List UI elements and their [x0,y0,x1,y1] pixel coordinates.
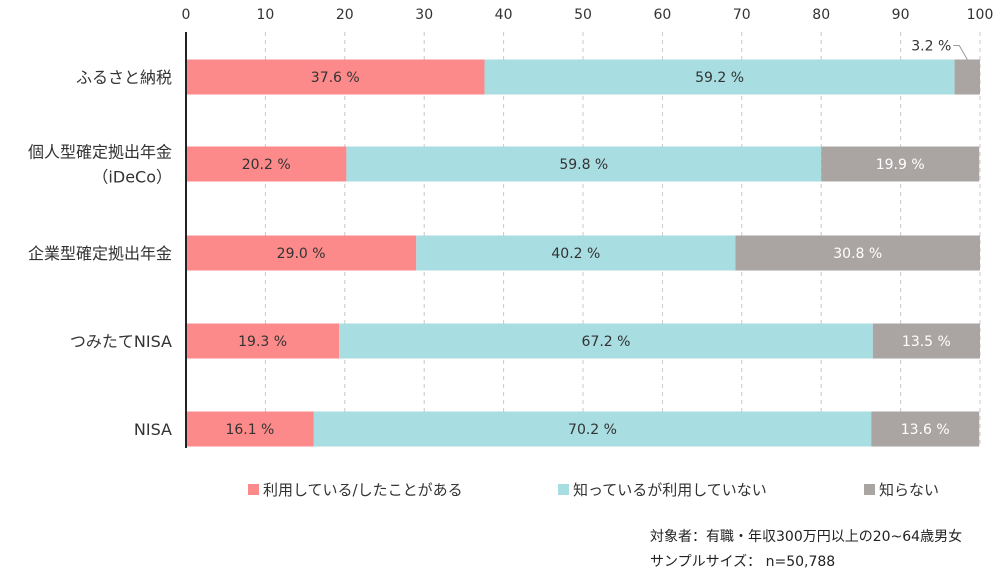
x-tick-label: 0 [182,7,191,23]
legend-swatch [558,484,569,495]
x-tick-label: 100 [967,7,994,23]
x-tick-label: 80 [812,7,830,23]
bar-segment [186,59,485,95]
x-tick-label: 70 [733,7,751,23]
category-label: （iDeCo） [92,168,172,187]
data-label: 16.1 % [225,422,274,438]
bar-segment [484,59,955,95]
x-tick-label: 30 [415,7,433,23]
data-label: 13.6 % [901,422,950,438]
legend-swatch [248,484,259,495]
bar-segment [339,323,873,359]
bar-segment [954,59,980,95]
bar-segment [186,323,340,359]
legend-swatch [864,484,875,495]
legend-label: 知らない [879,481,939,499]
bar-segment [186,146,347,182]
data-label: 70.2 % [568,422,617,438]
category-label: つみたてNISA [70,332,172,351]
x-tick-label: 50 [574,7,592,23]
category-label: 企業型確定拠出年金 [28,244,172,263]
bar-segment [416,235,736,271]
respondent-note: 対象者：有職・年収300万円以上の20~64歳男女 [650,529,963,545]
category-label: NISA [134,420,172,439]
legend-label: 知っているが利用していない [573,481,767,499]
data-label: 20.2 % [242,157,291,173]
category-label: 個人型確定拠出年金 [28,143,172,162]
data-label: 59.2 % [695,70,744,86]
data-label: 13.5 % [902,334,951,350]
data-label: 19.3 % [238,334,287,350]
data-label: 37.6 % [311,70,360,86]
x-tick-label: 90 [892,7,910,23]
data-label: 67.2 % [582,334,631,350]
bar-segment [735,235,980,271]
data-label: 3.2 % [911,39,951,55]
bar-segment [872,323,980,359]
bar-segment [821,146,980,182]
x-tick-label: 10 [256,7,274,23]
bar-segment [186,235,417,271]
bar-segment [871,411,980,447]
data-label: 19.9 % [876,157,925,173]
data-label: 59.8 % [559,157,608,173]
category-label: ふるさと納税 [76,68,172,87]
label-leader-line [953,45,968,60]
legend-label: 利用している/したことがある [263,481,463,499]
x-tick-label: 20 [336,7,354,23]
data-label: 29.0 % [277,246,326,262]
sample-size-note: サンプルサイズ： n=50,788 [650,554,836,570]
x-tick-label: 40 [495,7,513,23]
bar-segment [346,146,822,182]
bar-segment [186,411,314,447]
data-label: 40.2 % [551,246,600,262]
data-label: 30.8 % [833,246,882,262]
x-tick-label: 60 [653,7,671,23]
bar-segment [313,411,872,447]
